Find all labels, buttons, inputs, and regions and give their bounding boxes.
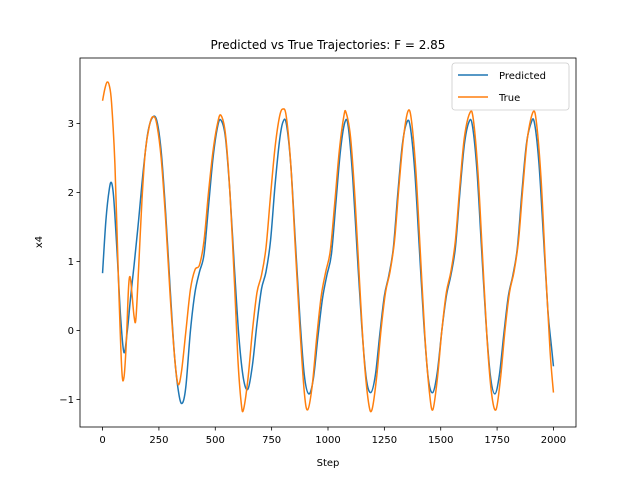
x-tick-label: 250: [149, 435, 168, 446]
y-tick-label: 1: [68, 257, 74, 268]
x-tick-label: 1750: [484, 435, 509, 446]
legend: Predicted True: [451, 62, 570, 111]
y-tick-label: 2: [68, 188, 74, 199]
x-tick-label: 1500: [428, 435, 453, 446]
x-axis: 0 250 500 750 1000 1250 1500 1750 2000: [99, 427, 566, 446]
x-tick-label: 2000: [541, 435, 566, 446]
chart-title: Predicted vs True Trajectories: F = 2.85: [211, 38, 446, 52]
x-tick-label: 1250: [372, 435, 397, 446]
legend-label-true: True: [498, 93, 520, 104]
x-axis-label: Step: [317, 458, 340, 469]
y-axis-label: x4: [34, 236, 45, 248]
x-tick-label: 0: [99, 435, 105, 446]
y-tick-label: 3: [68, 119, 74, 130]
y-axis: −1 0 1 2 3: [59, 119, 80, 406]
y-tick-label: 0: [68, 326, 74, 337]
series-line-true: [101, 81, 555, 413]
x-tick-label: 1000: [315, 435, 340, 446]
x-tick-label: 500: [206, 435, 225, 446]
y-tick-label: −1: [59, 395, 74, 406]
legend-label-predicted: Predicted: [499, 71, 546, 82]
x-tick-label: 750: [262, 435, 281, 446]
